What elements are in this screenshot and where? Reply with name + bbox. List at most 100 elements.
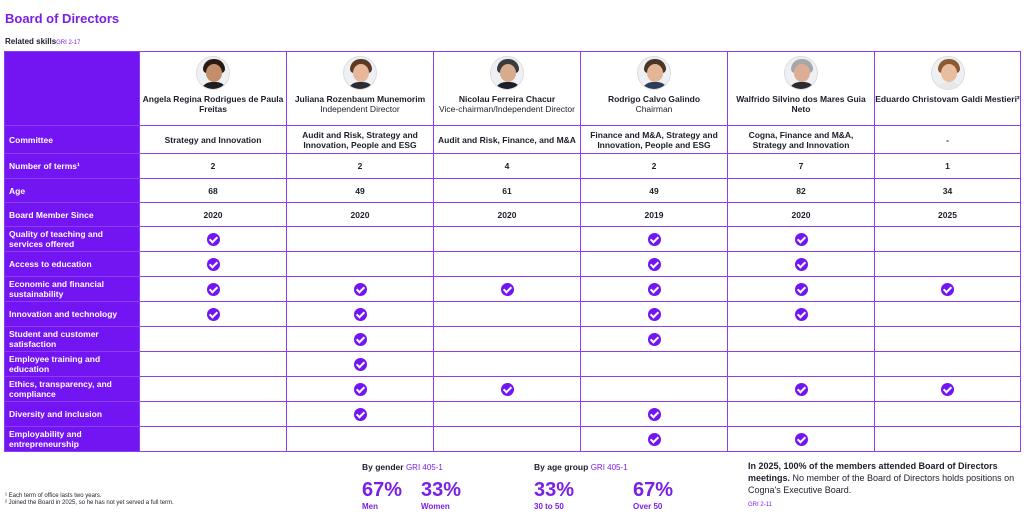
row-label: Innovation and technology	[4, 301, 140, 327]
skill-cell	[580, 251, 728, 277]
age-title-label: By age group	[534, 462, 589, 472]
age-cell: 49	[286, 178, 434, 203]
member-role: Independent Director	[320, 104, 400, 114]
skill-cell	[580, 401, 728, 427]
check-circle-icon	[647, 232, 661, 246]
row-skill-4: Innovation and technology	[4, 301, 1021, 327]
committee-cell: Audit and Risk, Strategy and Innovation,…	[286, 125, 434, 154]
skill-cell	[286, 376, 434, 402]
check-circle-icon	[206, 257, 220, 271]
terms-cell: 2	[139, 153, 287, 179]
row-skill-7: Ethics, transparency, and compliance	[4, 376, 1021, 402]
skill-cell	[433, 401, 581, 427]
skill-cell	[580, 301, 728, 327]
check-circle-icon	[353, 382, 367, 396]
member-name: Walfrido Silvino dos Mares Guia Neto	[736, 94, 866, 114]
committee-cell: -	[874, 125, 1021, 154]
gender-title: By gender GRI 405-1	[362, 462, 522, 472]
skill-cell	[727, 301, 875, 327]
row-skill-2: Access to education	[4, 251, 1021, 277]
check-circle-icon	[794, 282, 808, 296]
check-circle-icon	[794, 307, 808, 321]
avatar	[343, 56, 377, 90]
check-circle-icon	[794, 232, 808, 246]
skill-cell	[727, 376, 875, 402]
age-30-50-label: 30 to 50	[534, 502, 564, 511]
check-circle-icon	[647, 282, 661, 296]
skill-cell	[727, 226, 875, 252]
age-stats: By age group GRI 405-1 33% 30 to 50 67% …	[534, 462, 714, 514]
committee-cell: Cogna, Finance and M&A, Strategy and Inn…	[727, 125, 875, 154]
skill-cell	[874, 376, 1021, 402]
skill-cell	[139, 376, 287, 402]
member-header-5: Walfrido Silvino dos Mares Guia Neto	[727, 51, 875, 126]
check-circle-icon	[794, 432, 808, 446]
row-committee: Committee Strategy and Innovation Audit an…	[4, 125, 1021, 154]
check-circle-icon	[206, 307, 220, 321]
check-circle-icon	[353, 357, 367, 371]
age-cell: 49	[580, 178, 728, 203]
row-terms: Number of terms¹ 2 2 4 2 7 1	[4, 153, 1021, 179]
skill-cell	[874, 426, 1021, 452]
terms-cell: 1	[874, 153, 1021, 179]
skill-cell	[139, 251, 287, 277]
skill-cell	[286, 276, 434, 302]
age-cell: 82	[727, 178, 875, 203]
row-skill-5: Student and customer satisfaction	[4, 326, 1021, 352]
skill-cell	[727, 326, 875, 352]
member-header-2: Juliana Rozenbaum Munemorim Independent D…	[286, 51, 434, 126]
skill-cell	[874, 351, 1021, 377]
row-label: Access to education	[4, 251, 140, 277]
member-role: Vice-chairman/Independent Director	[439, 104, 575, 114]
skill-cell	[139, 401, 287, 427]
check-circle-icon	[647, 332, 661, 346]
check-circle-icon	[206, 232, 220, 246]
row-label: Diversity and inclusion	[4, 401, 140, 427]
avatar	[784, 56, 818, 90]
age-gri: GRI 405-1	[590, 463, 628, 472]
check-circle-icon	[647, 307, 661, 321]
row-label: Committee	[4, 125, 140, 154]
skill-cell	[580, 426, 728, 452]
committee-cell: Strategy and Innovation	[139, 125, 287, 154]
skill-cell	[286, 326, 434, 352]
since-cell: 2019	[580, 202, 728, 227]
terms-cell: 7	[727, 153, 875, 179]
row-label: Economic and financial sustainability	[4, 276, 140, 302]
age-over-50-percent: 67%	[633, 479, 674, 501]
row-label: Age	[4, 178, 140, 203]
skill-cell	[433, 426, 581, 452]
skill-cell	[139, 226, 287, 252]
row-label: Employee training and education	[4, 351, 140, 377]
skill-cell	[139, 301, 287, 327]
skill-cell	[874, 326, 1021, 352]
age-30-50-percent: 33%	[534, 479, 575, 501]
skill-cell	[139, 351, 287, 377]
skill-cell	[874, 226, 1021, 252]
skill-cell	[286, 351, 434, 377]
skill-cell	[139, 276, 287, 302]
skill-cell	[874, 251, 1021, 277]
gender-title-label: By gender	[362, 462, 404, 472]
gender-stats: By gender GRI 405-1 67% Men 33% Women	[362, 462, 522, 514]
row-skill-6: Employee training and education	[4, 351, 1021, 377]
check-circle-icon	[647, 432, 661, 446]
skill-cell	[874, 401, 1021, 427]
avatar	[490, 56, 524, 90]
row-label: Board Member Since	[4, 202, 140, 227]
skill-cell	[433, 226, 581, 252]
age-over-50-label: Over 50	[633, 502, 663, 511]
member-name: Juliana Rozenbaum Munemorim	[294, 94, 426, 104]
skill-cell	[433, 301, 581, 327]
skill-cell	[286, 401, 434, 427]
skill-cell	[580, 276, 728, 302]
avatar	[637, 56, 671, 90]
page-title: Board of Directors	[5, 11, 120, 26]
check-circle-icon	[794, 382, 808, 396]
skill-cell	[727, 426, 875, 452]
check-circle-icon	[353, 282, 367, 296]
check-circle-icon	[941, 382, 954, 396]
gender-gri: GRI 405-1	[405, 463, 443, 472]
age-cell: 34	[874, 178, 1021, 203]
check-circle-icon	[353, 307, 367, 321]
